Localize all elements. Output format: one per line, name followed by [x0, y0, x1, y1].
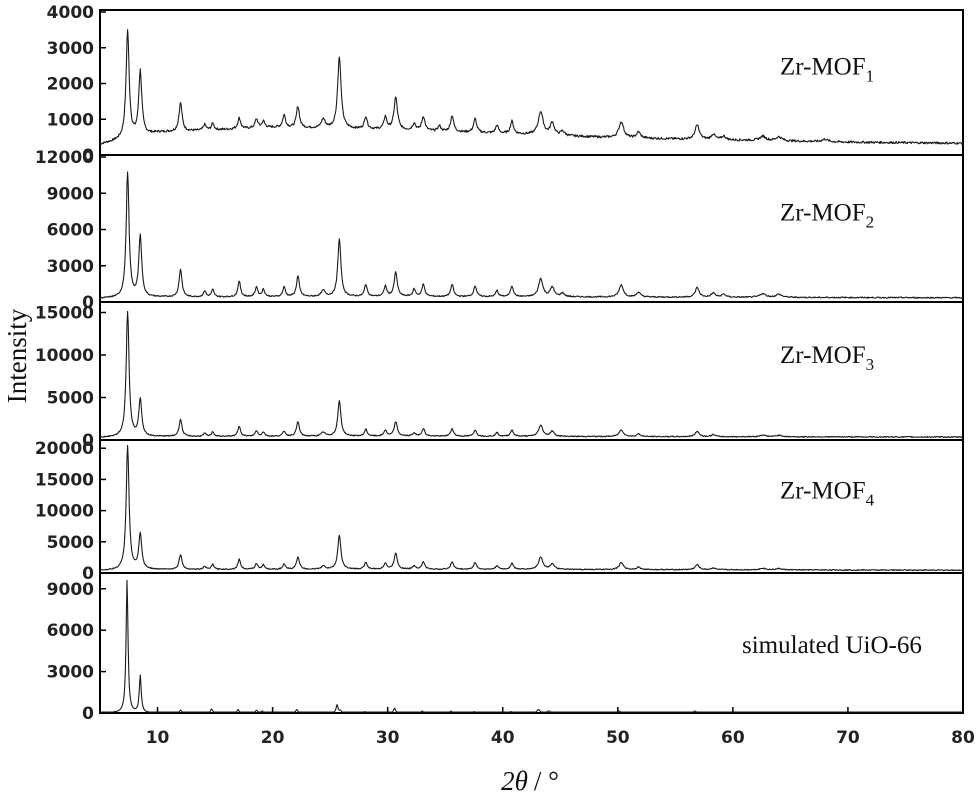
series-label-base: Zr-MOF	[780, 342, 866, 369]
y-tick-label: 3000	[47, 257, 94, 277]
y-tick-label: 9000	[47, 580, 94, 600]
y-tick-label: 10000	[35, 502, 94, 522]
panel-frame	[99, 439, 964, 574]
x-tick-label: 40	[491, 728, 515, 748]
y-tick-label: 1000	[47, 110, 94, 130]
x-tick-label: 70	[836, 728, 860, 748]
series-label-4: Zr-MOF4	[780, 478, 875, 510]
series-label-base: Zr-MOF	[780, 478, 866, 505]
y-tick-label: 9000	[47, 184, 94, 204]
y-tick-label: 6000	[47, 221, 94, 241]
y-tick-label: 10000	[35, 346, 94, 366]
series-label-subscript: 3	[866, 355, 875, 374]
y-tick-label: 12000	[35, 148, 94, 168]
y-tick-label: 3000	[47, 39, 94, 59]
series-line-5	[100, 579, 963, 713]
y-tick-label: 0	[82, 564, 94, 584]
x-tick-label: 20	[261, 728, 285, 748]
panel-4: 0 5000 10000 15000 20000 Zr-MOF4	[35, 439, 964, 584]
y-tick-label: 4000	[47, 3, 94, 23]
y-axis-title: Intensity	[2, 308, 32, 403]
y-tick-label: 5000	[47, 533, 94, 553]
x-tick-label: 10	[146, 728, 170, 748]
x-axis-title-unit: / °	[534, 766, 559, 796]
panel-frame	[99, 301, 964, 441]
series-label-subscript: 1	[866, 67, 875, 86]
panel-frame	[99, 572, 964, 714]
x-axis-title: 2θ / °	[501, 766, 559, 796]
panel-3: 0 5000 10000 15000 Zr-MOF3	[35, 301, 964, 451]
x-axis: 10 20 30 40 50 60 70 80	[146, 707, 975, 748]
series-label-2: Zr-MOF2	[780, 200, 874, 232]
y-tick-label: 15000	[35, 470, 94, 490]
panel-1: 0 1000 2000 3000 4000 Zr-MOF1	[47, 3, 964, 166]
y-tick-label: 0	[82, 704, 94, 724]
y-tick-label: 2000	[47, 75, 94, 95]
panel-5: 0 3000 6000 9000 simulated UiO-66	[47, 572, 964, 724]
series-label-1: Zr-MOF1	[780, 54, 874, 86]
x-axis-title-variable: 2θ	[501, 766, 528, 796]
series-label-base: Zr-MOF	[780, 200, 866, 227]
panel-frame	[99, 9, 964, 156]
series-line-2	[99, 171, 964, 299]
panel-2: 0 3000 6000 9000 12000 Zr-MOF2	[35, 148, 964, 313]
series-label-subscript: 4	[866, 491, 875, 510]
series-label-subscript: 2	[866, 213, 875, 232]
series-label-base: Zr-MOF	[780, 54, 866, 81]
x-tick-label: 60	[721, 728, 745, 748]
x-tick-label: 30	[376, 728, 400, 748]
y-tick-label: 20000	[35, 439, 94, 459]
y-tick-label: 5000	[47, 389, 94, 409]
x-tick-label: 50	[606, 728, 630, 748]
panel-frame	[99, 154, 964, 303]
y-tick-label: 3000	[47, 663, 94, 683]
panels-layer: 01000200030004000Zr-MOF10300060009000120…	[35, 3, 964, 724]
series-label-3: Zr-MOF3	[780, 342, 874, 374]
y-tick-label: 0	[82, 431, 94, 451]
series-line-4	[99, 444, 963, 572]
y-tick-label: 6000	[47, 621, 94, 641]
x-tick-label: 80	[951, 728, 975, 748]
series-line-1	[99, 29, 964, 145]
series-line-3	[99, 310, 964, 439]
y-tick-label: 0	[82, 293, 94, 313]
series-label-5: simulated UiO-66	[742, 632, 922, 659]
y-tick-label: 0	[82, 146, 94, 166]
y-tick-label: 15000	[35, 304, 94, 324]
